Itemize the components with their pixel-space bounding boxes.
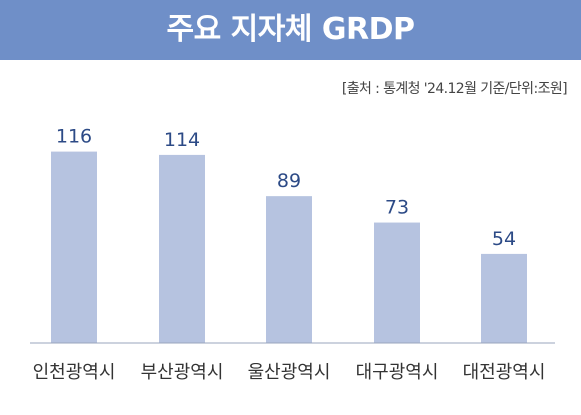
bar-4 <box>374 222 420 343</box>
chart-header <box>0 0 581 60</box>
bars-group <box>51 151 527 343</box>
bar-1 <box>51 151 97 343</box>
value-label-3: 89 <box>277 170 301 192</box>
value-label-2: 114 <box>164 129 200 151</box>
category-label-4: 대구광역시 <box>356 362 439 383</box>
category-label-1: 인천광역시 <box>33 362 116 383</box>
bar-2 <box>159 154 205 343</box>
bar-3 <box>266 196 312 343</box>
value-label-5: 54 <box>492 228 516 250</box>
category-label-5: 대전광역시 <box>463 362 546 383</box>
bar-5 <box>481 253 527 343</box>
value-label-1: 116 <box>56 126 92 148</box>
source-note: [출처 : 통계청 '24.12월 기준/단위:조원] <box>341 81 568 97</box>
category-label-2: 부산광역시 <box>141 362 224 383</box>
chart-title: 주요 지자체 GRDP <box>166 12 415 47</box>
value-label-4: 73 <box>385 197 409 219</box>
category-label-3: 울산광역시 <box>248 362 331 383</box>
labels-group: 116 인천광역시 114 부산광역시 89 울산광역시 73 대구광역시 54 대전광역시 <box>33 126 546 383</box>
